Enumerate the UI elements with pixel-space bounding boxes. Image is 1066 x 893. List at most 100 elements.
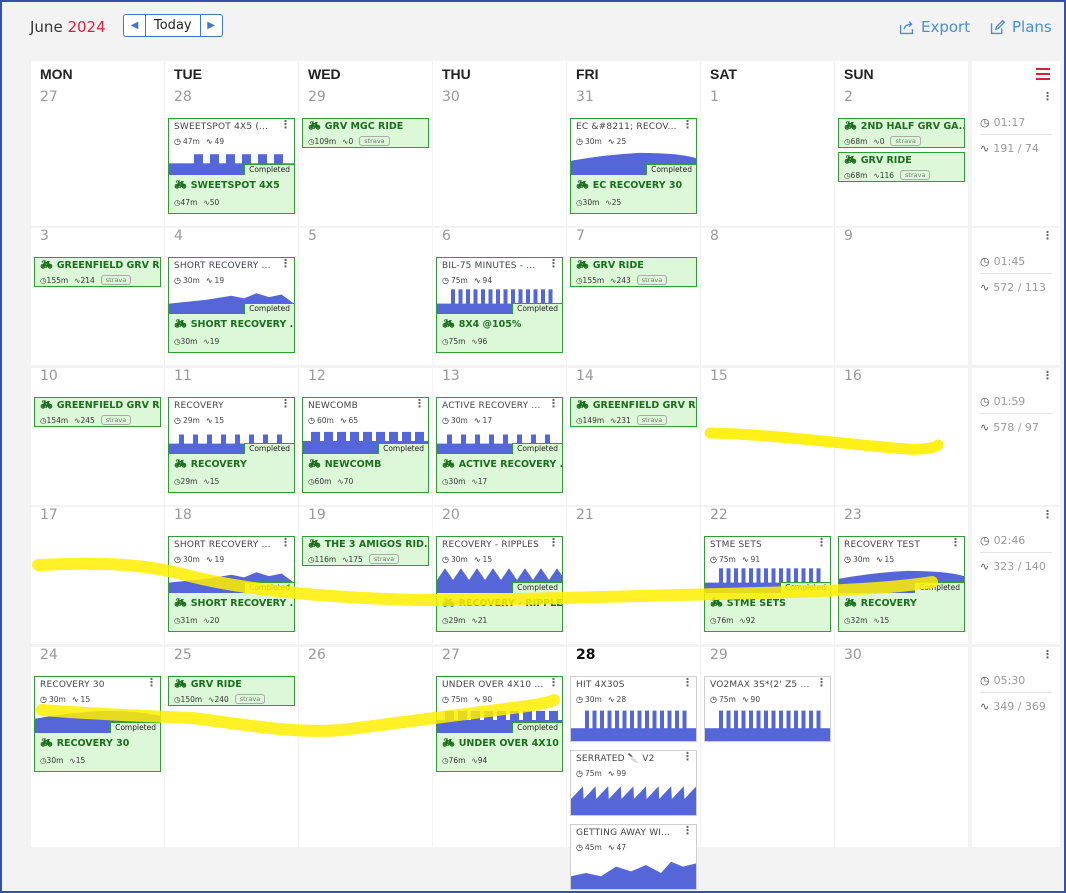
more-options-icon[interactable]: ⋮ <box>548 536 559 549</box>
day-cell[interactable]: 27 UNDER OVER 4X10 ... ⋮ ◷ 75m ∿ 90 Completed 🚲︎… <box>433 647 566 847</box>
completed-workout-card[interactable]: BIL-75 MINUTES - ... ⋮ ◷ 75m ∿ 94 Completed 🚲︎ 8… <box>436 257 563 353</box>
day-cell[interactable]: 7 🚲︎ GRV RIDE ◷155m ∿243 strava <box>567 228 700 365</box>
day-cell[interactable]: 29 🚲︎ GRV MGC RIDE ◷109m ∿0 strava <box>299 89 432 226</box>
edit-icon <box>990 19 1006 34</box>
completed-workout-card[interactable]: EC &#8211; RECOV... ⋮ ◷ 30m ∿ 25 Completed 🚲︎ EC… <box>570 118 697 214</box>
planned-stats: ◷ 75m ∿ 99 <box>576 769 626 778</box>
more-options-icon[interactable]: ⋮ <box>682 118 693 131</box>
tss-value: 21 <box>477 616 488 625</box>
day-cell[interactable]: 27 <box>31 89 164 226</box>
planned-workout-card[interactable]: SERRATED 🔪 V2 ⋮ ◷ 75m ∿ 99 <box>570 750 697 816</box>
completed-stats: ◷30m ∿17 <box>442 477 487 486</box>
day-cell[interactable]: 23 RECOVERY TEST ⋮ ◷ 30m ∿ 15 Completed 🚲︎ RECOVE… <box>835 507 968 644</box>
day-cell[interactable]: 1 <box>701 89 834 226</box>
prev-month-button[interactable]: ◀ <box>124 15 146 36</box>
completed-workout-card[interactable]: UNDER OVER 4X10 ... ⋮ ◷ 75m ∿ 90 Completed 🚲︎ UN… <box>436 676 563 772</box>
week-summary: ⋮ ◷ 01:59 ∿ 578 / 97 <box>972 368 1060 505</box>
more-options-icon[interactable]: ⋮ <box>1042 90 1053 103</box>
day-cell[interactable]: 15 <box>701 368 834 505</box>
more-options-icon[interactable]: ⋮ <box>280 257 291 270</box>
activity-card[interactable]: 🚲︎GREENFIELD GRV RI... ◷154m ∿245 strava <box>34 397 161 427</box>
day-cell[interactable]: 20 RECOVERY - RIPPLES ⋮ ◷ 30m ∿ 15 Completed 🚲︎ R… <box>433 507 566 644</box>
day-cell[interactable]: 5 <box>299 228 432 365</box>
day-cell[interactable]: 4 SHORT RECOVERY ... ⋮ ◷ 30m ∿ 19 Completed 🚲︎ SH… <box>165 228 298 365</box>
day-cell[interactable]: 24 RECOVERY 30 ⋮ ◷ 30m ∿ 15 Completed 🚲︎ RECOVERY… <box>31 647 164 847</box>
activity-card[interactable]: 🚲︎ GRV RIDE ◷150m ∿240 strava <box>168 676 295 706</box>
day-cell[interactable]: 9 <box>835 228 968 365</box>
day-cell[interactable]: 18 SHORT RECOVERY ... ⋮ ◷ 30m ∿ 19 Completed 🚲︎ S… <box>165 507 298 644</box>
day-cell[interactable]: 8 <box>701 228 834 365</box>
more-options-icon[interactable]: ⋮ <box>682 750 693 763</box>
more-options-icon[interactable]: ⋮ <box>1042 648 1053 661</box>
day-cell[interactable]: 21 <box>567 507 700 644</box>
activity-card[interactable]: 🚲︎ GRV RIDE ◷68m ∿116 strava <box>838 152 965 182</box>
day-header-sun: SUN <box>835 61 968 89</box>
activity-card[interactable]: 🚲︎ GRV MGC RIDE ◷109m ∿0 strava <box>302 118 429 148</box>
activity-card[interactable]: 🚲︎GREENFIELD GRV RI... ◷149m ∿231 strava <box>570 397 697 427</box>
day-cell[interactable]: 31 EC &#8211; RECOV... ⋮ ◷ 30m ∿ 25 Completed 🚲︎… <box>567 89 700 226</box>
day-cell[interactable]: 28 SWEETSPOT 4X5 (... ⋮ ◷ 47m ∿ 49 Completed 🚲︎ S… <box>165 89 298 226</box>
plans-button[interactable]: Plans <box>989 18 1052 36</box>
day-cell[interactable]: 13 ACTIVE RECOVERY ... ⋮ ◷ 30m ∿ 17 Completed 🚲︎… <box>433 368 566 505</box>
clock-icon: ◷ <box>980 534 990 547</box>
completed-workout-card[interactable]: ACTIVE RECOVERY ... ⋮ ◷ 30m ∿ 17 Completed 🚲︎ AC… <box>436 397 563 493</box>
day-cell[interactable]: 2 🚲︎ 2ND HALF GRV GA... ◷68m ∿0 strava 🚲︎ GRV R… <box>835 89 968 226</box>
completed-workout-card[interactable]: RECOVERY TEST ⋮ ◷ 30m ∿ 15 Completed 🚲︎ RECOVERY… <box>838 536 965 632</box>
day-cell[interactable]: 16 <box>835 368 968 505</box>
activity-icon: ∿ <box>337 477 344 486</box>
day-cell[interactable]: 29 VO2MAX 3S*(2' Z5 ... ⋮ ◷ 75m ∿ 90 <box>701 647 834 847</box>
more-options-icon[interactable]: ⋮ <box>816 536 827 549</box>
bike-icon: 🚲︎ <box>308 539 321 550</box>
more-options-icon[interactable]: ⋮ <box>1042 369 1053 382</box>
completed-workout-card[interactable]: RECOVERY - RIPPLES ⋮ ◷ 30m ∿ 15 Completed 🚲︎ REC… <box>436 536 563 632</box>
day-cell[interactable]: 22 STME SETS ⋮ ◷ 75m ∿ 91 Completed 🚲︎ STME SETS ◷… <box>701 507 834 644</box>
completed-workout-card[interactable]: NEWCOMB ⋮ ◷ 60m ∿ 65 Completed 🚲︎ NEWCOMB ◷60m ∿70 <box>302 397 429 493</box>
more-options-icon[interactable]: ⋮ <box>1042 508 1053 521</box>
more-options-icon[interactable]: ⋮ <box>682 676 693 689</box>
day-cell[interactable]: 19 🚲︎ THE 3 AMIGOS RID... ◷116m ∿175 strava <box>299 507 432 644</box>
day-cell[interactable]: 25 🚲︎ GRV RIDE ◷150m ∿240 strava <box>165 647 298 847</box>
next-month-button[interactable]: ▶ <box>199 15 222 36</box>
activity-card[interactable]: 🚲︎ 2ND HALF GRV GA... ◷68m ∿0 strava <box>838 118 965 148</box>
more-options-icon[interactable]: ⋮ <box>146 676 157 689</box>
activity-card[interactable]: 🚲︎ THE 3 AMIGOS RID... ◷116m ∿175 strava <box>302 536 429 566</box>
day-cell[interactable]: 3 🚲︎GREENFIELD GRV RI... ◷155m ∿214 strava <box>31 228 164 365</box>
today-button[interactable]: Today <box>154 18 192 33</box>
completed-workout-card[interactable]: STME SETS ⋮ ◷ 75m ∿ 91 Completed 🚲︎ STME SETS ◷76… <box>704 536 831 632</box>
day-cell[interactable]: 28 HIT 4X30S ⋮ ◷ 30m ∿ 28 SERRATED 🔪 V2 ⋮ ◷ 75m ∿ 99… <box>567 647 700 890</box>
activity-stats: ◷155m ∿243 strava <box>576 275 668 285</box>
planned-workout-card[interactable]: HIT 4X30S ⋮ ◷ 30m ∿ 28 <box>570 676 697 742</box>
day-cell[interactable]: 30 <box>835 647 968 847</box>
more-options-icon[interactable]: ⋮ <box>548 676 559 689</box>
day-cell[interactable]: 12 NEWCOMB ⋮ ◷ 60m ∿ 65 Completed 🚲︎ NEWCOMB ◷60m ∿… <box>299 368 432 505</box>
completed-workout-card[interactable]: RECOVERY ⋮ ◷ 29m ∿ 15 Completed 🚲︎ RECOVERY ◷29m ∿… <box>168 397 295 493</box>
export-button[interactable]: Export <box>898 18 970 36</box>
activity-card[interactable]: 🚲︎ GRV RIDE ◷155m ∿243 strava <box>570 257 697 287</box>
more-options-icon[interactable]: ⋮ <box>682 824 693 837</box>
planned-workout-card[interactable]: VO2MAX 3S*(2' Z5 ... ⋮ ◷ 75m ∿ 90 <box>704 676 831 742</box>
more-options-icon[interactable]: ⋮ <box>280 397 291 410</box>
activity-card[interactable]: 🚲︎GREENFIELD GRV RI... ◷155m ∿214 strava <box>34 257 161 287</box>
planned-workout-card[interactable]: GETTING AWAY WI... ⋮ ◷ 45m ∿ 47 <box>570 824 697 890</box>
more-options-icon[interactable]: ⋮ <box>548 257 559 270</box>
more-options-icon[interactable]: ⋮ <box>1042 229 1053 242</box>
day-cell[interactable]: 6 BIL-75 MINUTES - ... ⋮ ◷ 75m ∿ 94 Completed 🚲︎… <box>433 228 566 365</box>
day-cell[interactable]: 10 🚲︎GREENFIELD GRV RI... ◷154m ∿245 strava <box>31 368 164 505</box>
day-cell[interactable]: 26 <box>299 647 432 847</box>
more-options-icon[interactable]: ⋮ <box>950 536 961 549</box>
more-options-icon[interactable]: ⋮ <box>548 397 559 410</box>
day-cell[interactable]: 14 🚲︎GREENFIELD GRV RI... ◷149m ∿231 strava <box>567 368 700 505</box>
completed-workout-card[interactable]: SHORT RECOVERY ... ⋮ ◷ 30m ∿ 19 Completed 🚲︎ SHO… <box>168 257 295 353</box>
completed-workout-card[interactable]: SHORT RECOVERY ... ⋮ ◷ 30m ∿ 19 Completed 🚲︎ SHO… <box>168 536 295 632</box>
more-options-icon[interactable]: ⋮ <box>816 676 827 689</box>
more-options-icon[interactable]: ⋮ <box>280 118 291 131</box>
completed-workout-card[interactable]: SWEETSPOT 4X5 (... ⋮ ◷ 47m ∿ 49 Completed 🚲︎ SWE… <box>168 118 295 214</box>
completed-workout-card[interactable]: RECOVERY 30 ⋮ ◷ 30m ∿ 15 Completed 🚲︎ RECOVERY 3… <box>34 676 161 772</box>
day-cell[interactable]: 30 <box>433 89 566 226</box>
day-cell[interactable]: 17 <box>31 507 164 644</box>
more-options-icon[interactable]: ⋮ <box>280 536 291 549</box>
hamburger-menu-icon[interactable] <box>1036 68 1050 81</box>
summary-duration: ◷ 05:30 <box>980 674 1025 687</box>
day-cell[interactable]: 11 RECOVERY ⋮ ◷ 29m ∿ 15 Completed 🚲︎ RECOVERY ◷29… <box>165 368 298 505</box>
more-options-icon[interactable]: ⋮ <box>414 397 425 410</box>
